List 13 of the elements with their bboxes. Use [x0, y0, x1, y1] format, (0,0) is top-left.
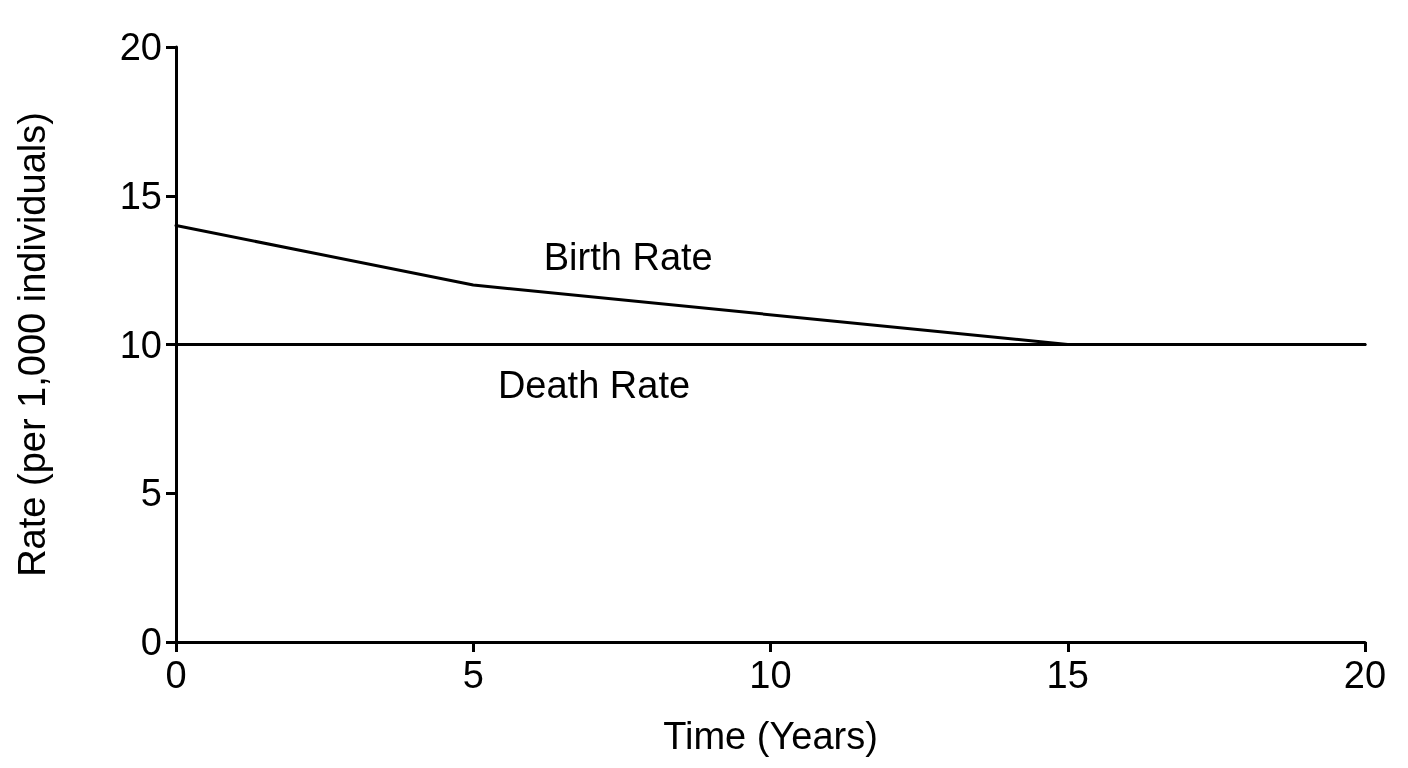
x-tick-label: 20: [1343, 654, 1387, 696]
x-tick-label: 10: [749, 654, 792, 696]
y-tick-label: 5: [140, 472, 162, 515]
y-tick-label: 20: [119, 26, 162, 68]
y-tick-label: 10: [119, 323, 162, 366]
y-axis-title: Rate (per 1,000 individuals): [11, 112, 53, 577]
y-tick-label: 0: [140, 621, 162, 663]
series-label: Birth Rate: [543, 236, 713, 278]
x-tick-label: 15: [1046, 654, 1089, 696]
series-label: Death Rate: [497, 363, 691, 406]
x-tick-label: 5: [462, 654, 484, 696]
x-axis-title: Time (Years): [663, 715, 878, 757]
y-tick-label: 15: [119, 174, 162, 217]
